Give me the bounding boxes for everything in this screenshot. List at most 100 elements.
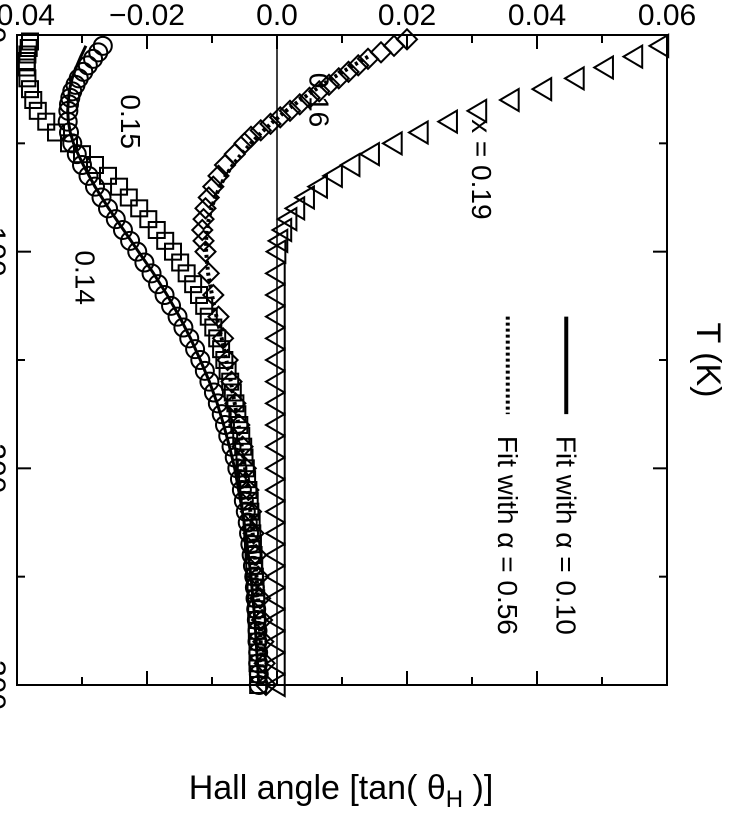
legend-label: Fit with α = 0.56	[492, 436, 523, 635]
point-square	[177, 264, 196, 283]
point-square	[47, 123, 65, 142]
point-diamond	[254, 673, 278, 697]
point-square	[86, 156, 104, 174]
point-square	[235, 448, 254, 467]
point-square	[241, 502, 260, 521]
point-square	[190, 286, 208, 304]
point-diamond	[278, 99, 302, 123]
point-square	[247, 611, 266, 629]
point-triangle	[358, 141, 380, 167]
point-square	[248, 654, 267, 673]
point-diamond	[227, 413, 251, 437]
point-triangle	[264, 650, 286, 677]
point-triangle	[264, 520, 286, 547]
point-triangle	[621, 43, 644, 70]
point-circle	[57, 111, 78, 132]
point-square	[21, 32, 39, 51]
point-triangle	[647, 33, 670, 59]
point-circle	[85, 176, 105, 197]
point-square	[242, 513, 261, 532]
y-tick-label: 0.06	[638, 0, 696, 32]
point-triangle	[306, 173, 328, 200]
point-diamond	[197, 261, 221, 285]
y-axis-title: Hall angle [tan( θH )]	[189, 769, 494, 813]
point-diamond	[213, 153, 237, 177]
point-square	[249, 665, 268, 684]
point-square	[234, 437, 253, 456]
point-square	[218, 361, 237, 380]
point-circle	[105, 209, 126, 230]
y-tick-label: −0.04	[0, 0, 55, 32]
point-diamond	[298, 86, 321, 110]
point-circle	[173, 317, 194, 338]
y-axis-title-main: Hall angle [tan( θ	[189, 769, 446, 807]
point-circle	[194, 360, 215, 381]
y-tick-label: 0.0	[256, 0, 298, 32]
point-diamond	[369, 40, 393, 64]
point-triangle	[264, 325, 286, 352]
point-triangle	[264, 455, 286, 482]
point-circle	[59, 122, 79, 143]
point-triangle	[264, 542, 286, 568]
point-triangle	[338, 152, 361, 178]
point-circle	[167, 306, 188, 327]
point-diamond	[307, 79, 331, 103]
point-triangle	[264, 238, 287, 265]
point-square	[24, 91, 43, 109]
point-triangle	[266, 228, 289, 254]
point-circle	[73, 61, 94, 82]
point-square	[240, 491, 259, 510]
point-circle	[190, 350, 211, 370]
point-square	[247, 589, 266, 608]
point-triangle	[264, 672, 286, 698]
y-axis-title-tail: )]	[463, 769, 493, 807]
point-triangle	[264, 412, 286, 438]
point-diamond	[201, 283, 225, 307]
point-triangle	[530, 76, 553, 102]
point-square	[184, 275, 203, 294]
point-square	[243, 524, 262, 543]
point-circle	[218, 425, 239, 446]
point-circle	[83, 48, 104, 69]
point-circle	[72, 155, 92, 175]
point-square	[17, 58, 36, 77]
point-square	[248, 632, 267, 651]
point-circle	[141, 263, 162, 284]
point-square	[73, 145, 91, 164]
point-square	[99, 166, 117, 185]
point-square	[239, 481, 258, 499]
label-014: 0.14	[70, 250, 101, 305]
point-diamond	[239, 500, 263, 524]
point-square	[226, 394, 245, 413]
point-circle	[148, 274, 169, 295]
point-diamond	[382, 34, 406, 58]
point-circle	[179, 328, 200, 349]
fit-line-alpha-056	[204, 54, 370, 686]
point-triangle	[436, 108, 458, 135]
point-circle	[127, 241, 148, 262]
point-diamond	[194, 240, 217, 264]
point-circle	[58, 100, 79, 121]
point-triangle	[264, 628, 286, 655]
point-circle	[221, 436, 242, 457]
label-015: 0.15	[115, 94, 146, 149]
point-circle	[88, 42, 109, 63]
point-square	[21, 80, 39, 99]
point-diamond	[207, 164, 230, 188]
point-circle	[91, 187, 112, 208]
point-triangle	[264, 498, 286, 525]
point-triangle	[264, 390, 286, 417]
point-circle	[98, 198, 118, 219]
point-square	[208, 329, 227, 348]
point-diamond	[223, 391, 247, 415]
point-diamond	[201, 175, 225, 199]
point-square	[245, 556, 264, 575]
point-diamond	[268, 105, 292, 129]
point-triangle	[264, 585, 286, 612]
point-triangle	[321, 163, 343, 189]
point-triangle	[264, 282, 286, 308]
point-triangle	[275, 206, 298, 232]
x-tick-label: 0	[0, 27, 11, 44]
x-tick-label: 300	[0, 660, 11, 710]
